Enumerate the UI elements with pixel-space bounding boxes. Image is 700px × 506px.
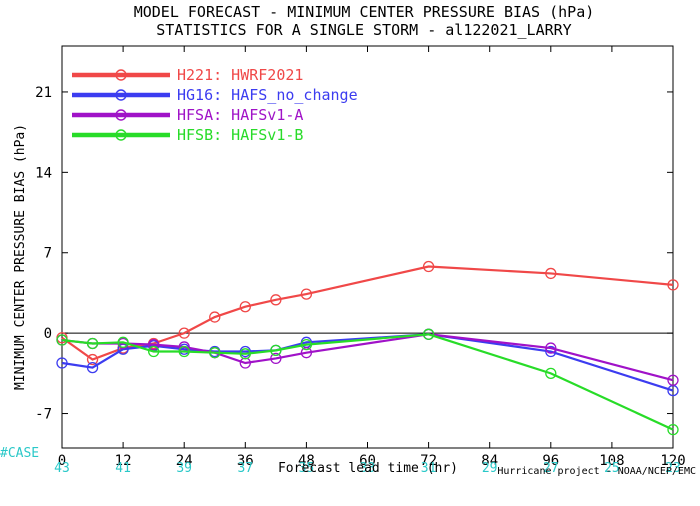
x-tick-label: 96 <box>542 453 559 469</box>
data-point-hfsb <box>209 347 221 359</box>
data-point-h221 <box>300 288 313 300</box>
data-point-h221 <box>86 353 99 366</box>
data-point-hg16 <box>86 361 99 374</box>
data-point-h221 <box>270 294 282 306</box>
legend-label-hg16: HG16: HAFS_no_change <box>177 86 358 104</box>
data-point-hfsb <box>667 423 679 436</box>
legend-marker-hg16 <box>115 89 127 101</box>
data-point-hfsb <box>117 336 129 348</box>
y-axis-label: MINIMUM CENTER PRESSURE BIAS (hPa) <box>13 124 28 390</box>
data-point-hfsa <box>239 357 251 369</box>
data-point-hfsb <box>300 338 313 351</box>
data-point-h221 <box>422 260 435 273</box>
data-point-hfsb <box>178 345 190 358</box>
x-tick-label: 12 <box>115 453 132 469</box>
data-point-hfsb <box>270 344 282 357</box>
case-count-value: 31 <box>421 461 437 476</box>
data-point-h221 <box>209 311 221 323</box>
case-count-value: 29 <box>482 461 498 476</box>
data-point-hfsa <box>545 342 557 354</box>
x-axis-label: Forecast lead time (hr) <box>278 461 458 476</box>
data-point-hg16 <box>545 345 557 358</box>
data-point-h221 <box>667 279 679 291</box>
legend-marker-hfsb <box>115 129 127 141</box>
y-tick-label: 0 <box>44 326 52 342</box>
data-point-hfsa <box>147 338 160 351</box>
data-point-hg16 <box>56 357 68 369</box>
case-count-value: 35 <box>299 461 315 476</box>
x-tick-label: 120 <box>660 453 685 469</box>
data-point-hfsb <box>239 348 251 360</box>
case-count-value: 25 <box>604 461 620 476</box>
legend-label-h221: H221: HWRF2021 <box>177 66 303 84</box>
chart-subtitle: STATISTICS FOR A SINGLE STORM - al122021… <box>156 21 571 39</box>
chart-title: MODEL FORECAST - MINIMUM CENTER PRESSURE… <box>134 3 595 21</box>
data-point-hfsb <box>422 328 435 340</box>
x-tick-label: 36 <box>237 453 254 469</box>
data-point-hfsa <box>270 352 282 365</box>
x-tick-label: 108 <box>599 453 624 469</box>
x-tick-label: 84 <box>481 453 498 469</box>
case-count-value: 33 <box>360 461 376 476</box>
x-tick-label: 0 <box>58 453 66 469</box>
plot-area: 0 12 24 36 48 60 72 84 96 108 120 -7 0 7 14 21 43 41 39 37 3… <box>35 45 686 476</box>
case-count-value: 43 <box>54 461 70 476</box>
credit-text: Hurricane project - NOAA/NCEP/EMC <box>497 466 696 477</box>
case-count-value: 41 <box>115 461 131 476</box>
data-point-hfsb <box>545 367 557 379</box>
x-tick-label: 60 <box>359 453 376 469</box>
legend-label-hfsa: HFSA: HAFSv1-A <box>177 106 303 124</box>
x-tick-label: 48 <box>298 453 315 469</box>
data-point-hfsa <box>300 347 313 359</box>
legend-label-hfsb: HFSB: HAFSv1-B <box>177 126 303 144</box>
data-point-h221 <box>239 301 251 313</box>
x-tick-label: 72 <box>420 453 437 469</box>
legend-marker-h221 <box>115 69 127 81</box>
case-count-value: 23 <box>665 461 681 476</box>
case-count-label: #CASE <box>0 446 39 461</box>
y-tick-label: 21 <box>35 85 52 101</box>
data-point-hfsa <box>667 374 679 386</box>
y-tick-label: 14 <box>35 165 52 181</box>
data-point-h221 <box>178 327 190 339</box>
data-point-hfsb <box>147 345 160 358</box>
case-count-value: 27 <box>543 461 559 476</box>
data-point-hfsb <box>86 337 99 350</box>
legend-marker-hfsa <box>115 109 127 121</box>
y-tick-label: 7 <box>44 246 52 262</box>
y-tick-label: -7 <box>35 407 52 423</box>
case-count-value: 39 <box>176 461 192 476</box>
data-point-h221 <box>545 267 557 280</box>
data-point-hfsb <box>56 334 68 346</box>
case-count-value: 37 <box>237 461 253 476</box>
x-tick-label: 24 <box>176 453 193 469</box>
